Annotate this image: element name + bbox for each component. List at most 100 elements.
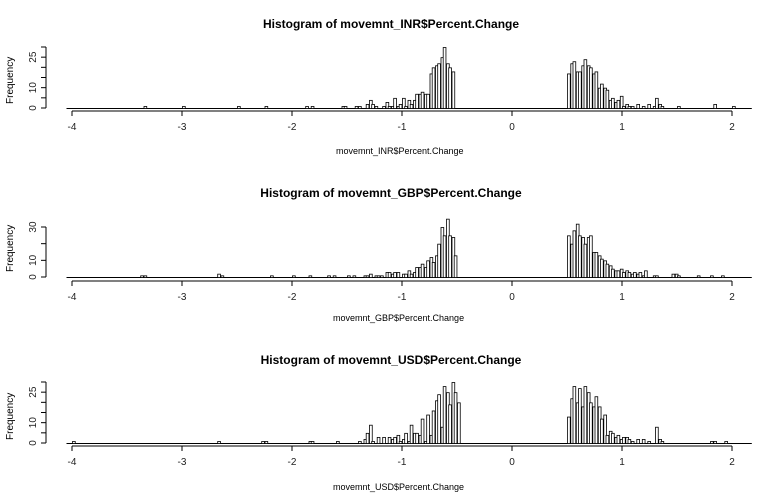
histogram-bar: [605, 434, 610, 444]
histogram-bar: [453, 392, 458, 444]
x-axis-label: movemnt_GBP$Percent.Change: [333, 313, 465, 323]
histogram-bar: [415, 93, 419, 109]
histogram-bar: [567, 73, 571, 109]
histogram-bar: [647, 441, 651, 444]
histogram-bar: [382, 106, 386, 109]
chart-title: Histogram of movemnt_USD$Percent.Change: [260, 353, 522, 367]
histogram-bar: [365, 104, 370, 109]
x-tick-label: -1: [398, 292, 407, 303]
histogram-bar: [600, 83, 604, 109]
histogram-bar: [343, 106, 348, 109]
histogram-bar: [404, 273, 408, 278]
y-tick-label: 0: [28, 274, 39, 280]
histogram-panel-inr: Histogram of movemnt_INR$Percent.Change …: [0, 0, 782, 168]
histogram-bar: [660, 106, 665, 109]
histogram-bar: [448, 235, 452, 278]
histogram-bar: [437, 243, 441, 278]
x-tick-label: -2: [288, 122, 297, 133]
histogram-bar: [605, 89, 610, 109]
histogram-bar: [713, 104, 717, 109]
histogram-bar: [622, 106, 626, 109]
histogram-bar: [655, 426, 659, 444]
histogram-bar: [457, 402, 461, 444]
x-tick-label: -1: [398, 122, 407, 133]
histogram-bar: [382, 436, 386, 444]
histogram-bar: [261, 441, 265, 444]
x-tick-label: 0: [509, 457, 515, 468]
histogram-panel-gbp: Histogram of movemnt_GBP$Percent.Change …: [0, 168, 782, 336]
histogram-bar: [393, 272, 397, 278]
histogram-bar: [594, 252, 599, 278]
histogram-2: 0 10 25 -4 -3 -2 -1 0 1 2: [28, 381, 752, 468]
histogram-bar: [724, 441, 728, 444]
y-tick-label: 10: [28, 417, 39, 429]
histogram-bar: [237, 106, 241, 109]
histogram-bar: [380, 275, 384, 278]
histogram-bar: [264, 106, 269, 109]
histogram-bar: [374, 106, 379, 109]
histogram-bar: [622, 436, 626, 444]
histogram-bar: [622, 272, 626, 278]
x-tick-label: 2: [729, 122, 735, 133]
histogram-bar: [671, 273, 676, 278]
histogram-bar: [636, 104, 640, 109]
histogram-bar: [310, 106, 315, 109]
x-tick-label: -1: [398, 457, 407, 468]
histogram-bar: [710, 441, 714, 444]
histogram-bar: [217, 441, 221, 444]
x-tick-label: 0: [509, 292, 515, 303]
histogram-bar: [220, 275, 225, 278]
y-tick-label: 10: [28, 254, 39, 266]
histogram-bar: [369, 273, 373, 278]
chart-title: Histogram of movemnt_GBP$Percent.Change: [260, 186, 522, 200]
histogram-bar: [655, 275, 659, 278]
histogram-bar: [611, 268, 615, 278]
histogram-bar: [578, 235, 582, 278]
histogram-bar: [143, 106, 148, 109]
histogram-bar: [589, 67, 593, 109]
histogram-bar: [710, 275, 714, 278]
histogram-bar: [677, 106, 681, 109]
x-tick-label: 1: [619, 457, 625, 468]
histogram-bar: [332, 275, 337, 278]
histogram-bar: [605, 263, 610, 278]
histogram-bar: [264, 441, 269, 444]
histogram-bar: [633, 272, 637, 278]
histogram-bar: [358, 106, 362, 109]
histogram-bar: [572, 61, 577, 109]
chart-title: Histogram of movemnt_INR$Percent.Change: [262, 17, 520, 31]
histogram-bar: [420, 418, 425, 444]
histogram-0: 0 10 25 -4 -3 -2 -1 0 1 2: [28, 46, 752, 133]
x-tick-label: -2: [288, 292, 297, 303]
histogram-bar: [420, 91, 425, 109]
histogram-bar: [594, 71, 599, 109]
histogram-bar: [600, 258, 604, 278]
histogram-bar: [677, 275, 681, 278]
x-tick-label: -4: [68, 457, 77, 468]
histogram-bar: [431, 262, 436, 278]
x-tick-label: 2: [729, 457, 735, 468]
histogram-bar: [398, 441, 403, 444]
histogram-bar: [660, 441, 665, 444]
histogram-bar: [310, 441, 315, 444]
histogram-bar: [431, 67, 436, 109]
histogram-1: 0 10 30 -4 -3 -2 -1 0 1 2: [28, 218, 752, 303]
histogram-bar: [420, 263, 425, 278]
histogram-bar: [387, 106, 392, 109]
histogram-bar: [600, 418, 604, 444]
histogram-bar: [404, 432, 408, 444]
x-axis-label: movemnt_USD$Percent.Change: [333, 482, 465, 492]
x-tick-label: 1: [619, 292, 625, 303]
histogram-bar: [627, 106, 632, 109]
histogram-bar: [641, 106, 646, 109]
histogram-bar: [572, 386, 577, 444]
histogram-bar: [567, 416, 571, 444]
histogram-bar: [376, 275, 381, 278]
histogram-bar: [583, 386, 588, 444]
histogram-bar: [630, 106, 635, 109]
y-tick-label: 25: [28, 51, 39, 63]
histogram-bar: [638, 272, 643, 278]
histogram-bar: [448, 404, 452, 444]
histogram-bar: [387, 436, 392, 444]
histogram-bar: [217, 273, 221, 278]
